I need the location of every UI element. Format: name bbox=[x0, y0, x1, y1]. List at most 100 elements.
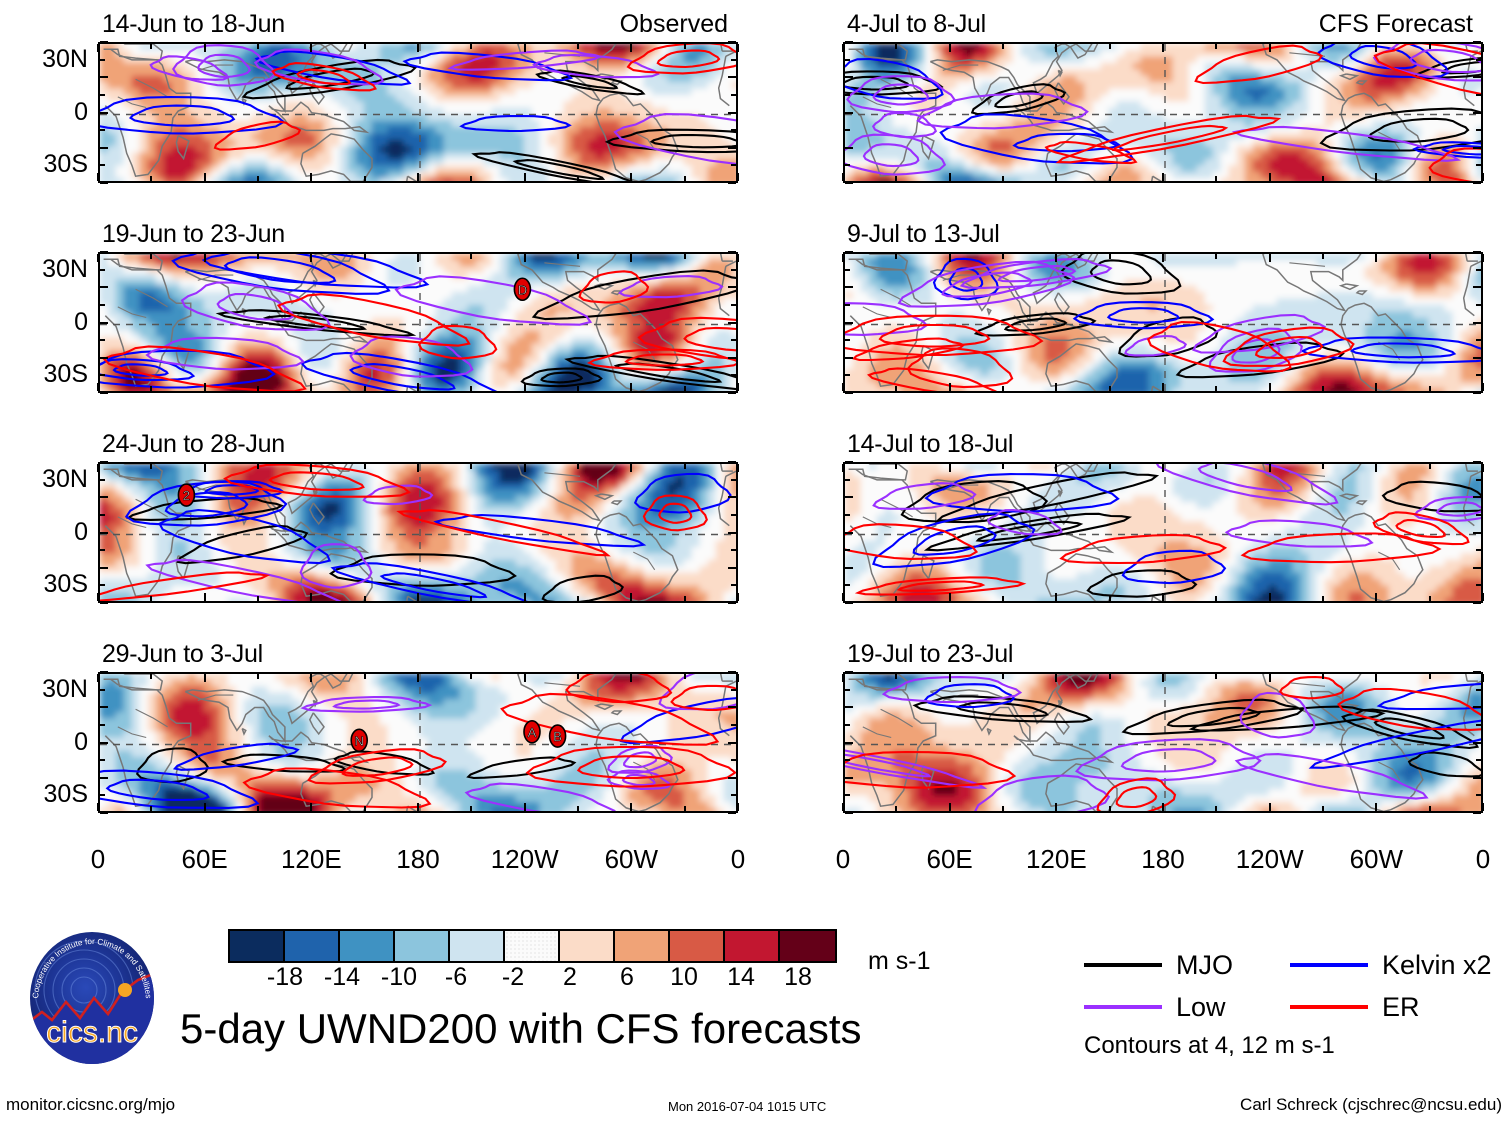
y-tick bbox=[728, 531, 736, 534]
contour-low bbox=[1208, 327, 1303, 373]
contour-er bbox=[906, 347, 1014, 389]
y-tick bbox=[728, 146, 736, 149]
x-tick bbox=[150, 596, 153, 601]
contour-kelvin-x2-inner bbox=[1106, 307, 1181, 324]
contour-kelvin-x2 bbox=[1072, 301, 1215, 330]
x-tick bbox=[97, 383, 99, 391]
contour-mjo bbox=[520, 367, 603, 388]
contour-kelvin-x2 bbox=[924, 473, 1120, 513]
x-tick bbox=[470, 596, 473, 601]
contour-kelvin-x2-inner bbox=[379, 572, 488, 599]
x-tick bbox=[310, 44, 313, 52]
storm-marker-icon bbox=[350, 728, 369, 753]
x-tick bbox=[737, 383, 739, 391]
x-tick bbox=[1375, 383, 1378, 391]
x-axis-label-5: 60W bbox=[1349, 844, 1404, 874]
y-tick bbox=[728, 706, 736, 709]
y-tick bbox=[1473, 812, 1481, 814]
x-tick bbox=[683, 254, 686, 259]
y-tick bbox=[728, 251, 736, 253]
colorbar-tick-6: 6 bbox=[620, 963, 634, 991]
contour-er bbox=[1372, 511, 1470, 546]
colorbar-swatch-7 bbox=[615, 931, 670, 961]
contour-kelvin-x2 bbox=[619, 697, 736, 745]
contour-low bbox=[149, 55, 230, 81]
y-tick bbox=[1476, 794, 1481, 797]
footer-url[interactable]: monitor.cicsnc.org/mjo bbox=[6, 1095, 176, 1114]
x-tick bbox=[523, 803, 526, 811]
contour-mjo-inner bbox=[975, 520, 1084, 542]
x-tick bbox=[150, 176, 153, 181]
contour-low bbox=[1413, 495, 1481, 522]
colorbar-tick-3: -6 bbox=[444, 963, 468, 991]
y-tick bbox=[100, 268, 105, 271]
colorbar-swatches bbox=[228, 929, 837, 963]
contour-low bbox=[881, 676, 1023, 704]
shading-obs-1 bbox=[100, 44, 736, 181]
contour-er bbox=[1337, 687, 1481, 731]
y-tick bbox=[845, 723, 850, 726]
x-tick bbox=[150, 386, 153, 391]
x-tick bbox=[1215, 386, 1218, 391]
x-tick bbox=[683, 44, 686, 49]
colorbar-swatch-10 bbox=[780, 931, 835, 961]
x-tick bbox=[1162, 44, 1164, 52]
y-tick bbox=[728, 496, 736, 499]
x-tick bbox=[1002, 386, 1004, 391]
x-tick bbox=[577, 176, 579, 181]
x-tick bbox=[203, 173, 206, 181]
colorbar-tick-4: -2 bbox=[501, 963, 525, 991]
contour-low bbox=[394, 275, 593, 326]
x-tick bbox=[203, 464, 206, 472]
contour-er bbox=[1194, 44, 1323, 85]
y-tick bbox=[845, 392, 853, 394]
x-tick bbox=[1482, 254, 1484, 262]
legend-label: ER bbox=[1382, 991, 1420, 1022]
y-tick bbox=[1473, 566, 1481, 569]
x-tick bbox=[523, 464, 526, 472]
contour-er-inner bbox=[683, 326, 736, 352]
y-tick bbox=[100, 812, 108, 814]
x-tick bbox=[1322, 464, 1324, 469]
map-canvas-fcst-2 bbox=[845, 254, 1481, 391]
x-tick bbox=[97, 44, 99, 52]
y-tick bbox=[731, 723, 736, 726]
y-axis-label-30s: 30S bbox=[43, 780, 88, 809]
y-tick bbox=[100, 286, 108, 289]
colorbar: -18 -14 -10 -6 -2 2 6 10 14 18 bbox=[228, 929, 837, 991]
contour-er bbox=[845, 750, 1017, 789]
contour-er-inner bbox=[624, 353, 705, 367]
legend-item-er: ER bbox=[1290, 991, 1496, 1022]
x-tick bbox=[363, 464, 366, 469]
contour-mjo bbox=[220, 753, 348, 773]
x-tick bbox=[630, 44, 633, 52]
contour-mjo bbox=[1086, 569, 1198, 598]
x-tick bbox=[895, 596, 898, 601]
x-tick bbox=[1002, 596, 1004, 601]
contour-mjo bbox=[1121, 698, 1305, 736]
colorbar-swatch-4 bbox=[450, 931, 505, 961]
contour-kelvin-x2 bbox=[100, 95, 286, 135]
storm-markers-obs-4: NA B bbox=[350, 720, 567, 753]
colorbar-tick-2: -10 bbox=[380, 963, 418, 991]
x-tick bbox=[1215, 254, 1218, 259]
x-tick bbox=[1002, 674, 1004, 679]
contour-er bbox=[417, 324, 498, 360]
x-tick bbox=[203, 44, 206, 52]
column-header-forecast: CFS Forecast bbox=[1318, 10, 1473, 38]
x-tick bbox=[1108, 674, 1111, 679]
contour-low bbox=[145, 559, 342, 601]
y-tick bbox=[100, 321, 108, 324]
contour-kelvin-x2-inner bbox=[948, 267, 984, 292]
x-tick bbox=[1162, 254, 1164, 262]
y-tick bbox=[728, 182, 736, 184]
x-tick bbox=[310, 803, 313, 811]
y-tick bbox=[845, 706, 853, 709]
y-tick bbox=[100, 794, 105, 797]
x-tick bbox=[1268, 674, 1271, 682]
y-tick bbox=[728, 812, 736, 814]
x-tick bbox=[1428, 806, 1431, 811]
contour-low-inner bbox=[1435, 501, 1481, 517]
x-tick bbox=[1482, 173, 1484, 181]
contour-mjo-inner bbox=[560, 74, 619, 90]
